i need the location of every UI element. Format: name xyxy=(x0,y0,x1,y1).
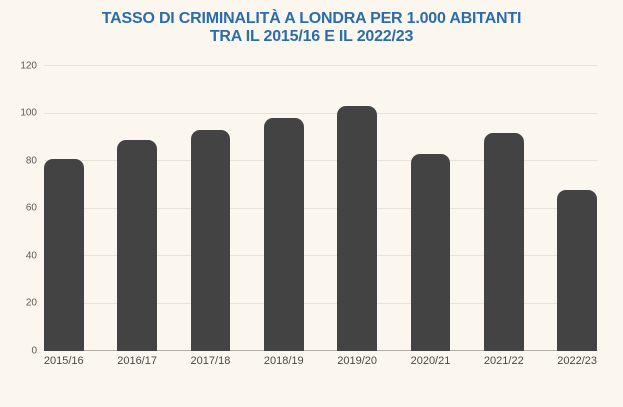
bar-2019/20 xyxy=(337,106,377,351)
plot-area: 0 20 40 60 80 100 120 2015/16 2016/17 2017/18 201… xyxy=(20,60,597,367)
chart-title-line-1: TASSO DI CRIMINALITÀ A LONDRA PER 1.000 … xyxy=(101,10,522,27)
y-gridline-60: 60 xyxy=(26,203,597,214)
chart-title: TASSO DI CRIMINALITÀ A LONDRA PER 1.000 … xyxy=(0,10,623,46)
bar-column-2017/18: 2017/18 xyxy=(190,66,231,367)
y-gridline-20: 20 xyxy=(26,298,597,309)
bar-column-2015/16: 2015/16 xyxy=(44,66,84,367)
gridlines: 0 20 40 60 80 100 120 xyxy=(20,60,597,356)
y-tick-label-0: 0 xyxy=(31,345,37,356)
x-axis-line: 0 xyxy=(31,345,597,356)
y-tick-label-120: 120 xyxy=(20,60,37,71)
x-tick-label-2019/20: 2019/20 xyxy=(337,355,378,367)
y-tick-label-20: 20 xyxy=(25,297,37,309)
y-tick-label-40: 40 xyxy=(25,250,37,261)
bar-2020/21 xyxy=(410,153,451,351)
y-gridline-40: 40 xyxy=(26,250,597,261)
bar-2022/23 xyxy=(557,189,597,351)
bar-column-2019/20: 2019/20 xyxy=(337,66,377,367)
x-tick-label-2022/23: 2022/23 xyxy=(557,355,598,367)
x-tick-label-2017/18: 2017/18 xyxy=(190,355,231,367)
bar-2016/17 xyxy=(117,139,157,351)
x-tick-label-2018/19: 2018/19 xyxy=(263,355,304,367)
bar-column-2022/23: 2022/23 xyxy=(557,66,597,367)
y-tick-label-60: 60 xyxy=(25,202,37,214)
chart-title-line-2: TRA IL 2015/16 E IL 2022/23 xyxy=(209,27,414,45)
y-gridline-100: 100 xyxy=(20,108,597,119)
bar-column-2016/17: 2016/17 xyxy=(117,66,157,367)
bars: 2015/16 2016/17 2017/18 2018/19 2019/20 2020/… xyxy=(44,66,597,367)
x-tick-label-2016/17: 2016/17 xyxy=(117,355,157,367)
x-tick-label-2021/22: 2021/22 xyxy=(483,355,524,367)
y-tick-label-80: 80 xyxy=(25,155,37,166)
bar-column-2021/22: 2021/22 xyxy=(484,66,524,367)
bar-2018/19 xyxy=(264,118,304,351)
y-gridline-80: 80 xyxy=(26,155,597,166)
bar-column-2020/21: 2020/21 xyxy=(410,66,451,367)
bar-2021/22 xyxy=(484,132,524,351)
bar-2017/18 xyxy=(190,130,231,351)
y-tick-label-100: 100 xyxy=(20,107,37,119)
bar-2015/16 xyxy=(44,158,84,351)
bar-column-2018/19: 2018/19 xyxy=(264,66,304,367)
x-tick-label-2015/16: 2015/16 xyxy=(43,355,84,367)
y-gridline-120: 120 xyxy=(20,60,597,71)
x-tick-label-2020/21: 2020/21 xyxy=(410,355,451,367)
